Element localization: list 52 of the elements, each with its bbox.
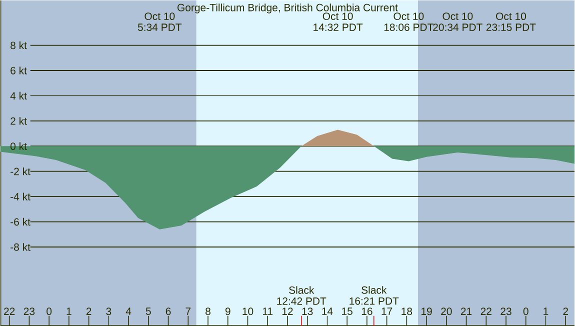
annotation: Slack <box>289 286 314 294</box>
annotation: 23:15 PDT <box>486 23 536 31</box>
x-tick-label: 2 <box>86 307 92 315</box>
x-tick-label: 7 <box>186 307 191 315</box>
x-tick-label: 14 <box>322 307 333 315</box>
x-tick-label: 11 <box>262 307 273 315</box>
x-tick-label: 23 <box>24 307 35 315</box>
y-tick-label: 2 kt <box>10 116 27 125</box>
x-tick-label: 20 <box>441 307 452 315</box>
annotation: 14:32 PDT <box>314 23 363 31</box>
annotation: 12:42 PDT <box>277 297 326 305</box>
y-tick-label: -8 kt <box>10 242 30 251</box>
chart-title: Gorge-Tillicum Bridge, British Columbia Current <box>178 3 398 14</box>
annotation: 18:06 PDT <box>384 23 434 31</box>
y-tick-label: -4 kt <box>10 192 30 200</box>
annotation: Oct 10 <box>496 12 526 20</box>
y-tick-label: -6 kt <box>10 218 30 226</box>
y-tick-label: 4 kt <box>10 92 27 100</box>
annotation: 20:34 PDT <box>433 23 482 31</box>
x-tick-label: 13 <box>302 307 313 315</box>
x-tick-label: 10 <box>242 307 254 315</box>
x-tick-label: 8 <box>206 307 210 315</box>
x-tick-label: 23 <box>500 307 512 315</box>
x-tick-label: 17 <box>382 307 392 315</box>
x-tick-label: 0 <box>46 307 52 315</box>
annotation: 5:34 PDT <box>138 23 182 31</box>
x-tick-label: 3 <box>106 307 112 315</box>
y-tick-label: -2 kt <box>10 167 30 176</box>
x-tick-label: 2 <box>563 307 568 315</box>
x-tick-label: 12 <box>282 307 293 315</box>
x-tick-label: 21 <box>460 307 472 315</box>
annotation: Oct 10 <box>442 12 473 20</box>
y-tick-label: 8 kt <box>10 41 27 49</box>
x-tick-label: 9 <box>225 307 230 315</box>
x-tick-label: 15 <box>342 307 352 315</box>
x-tick-label: 1 <box>544 307 548 315</box>
x-tick-label: 18 <box>402 307 412 315</box>
x-tick-label: 6 <box>166 307 171 315</box>
x-tick-label: 22 <box>4 307 15 315</box>
annotation: Slack <box>362 286 387 294</box>
annotation: Oct 10 <box>394 12 424 20</box>
annotation: Oct 10 <box>322 12 353 20</box>
x-tick-label: 4 <box>126 307 132 315</box>
x-tick-label: 22 <box>480 307 492 315</box>
annotation: Oct 10 <box>144 12 175 20</box>
x-tick-label: 0 <box>523 307 528 315</box>
x-tick-label: 5 <box>146 307 151 315</box>
annotation: 16:21 PDT <box>350 297 399 305</box>
y-tick-label: 6 kt <box>10 66 27 74</box>
x-tick-label: 16 <box>362 307 372 315</box>
x-tick-label: 19 <box>422 307 432 315</box>
x-tick-label: 1 <box>66 307 72 315</box>
